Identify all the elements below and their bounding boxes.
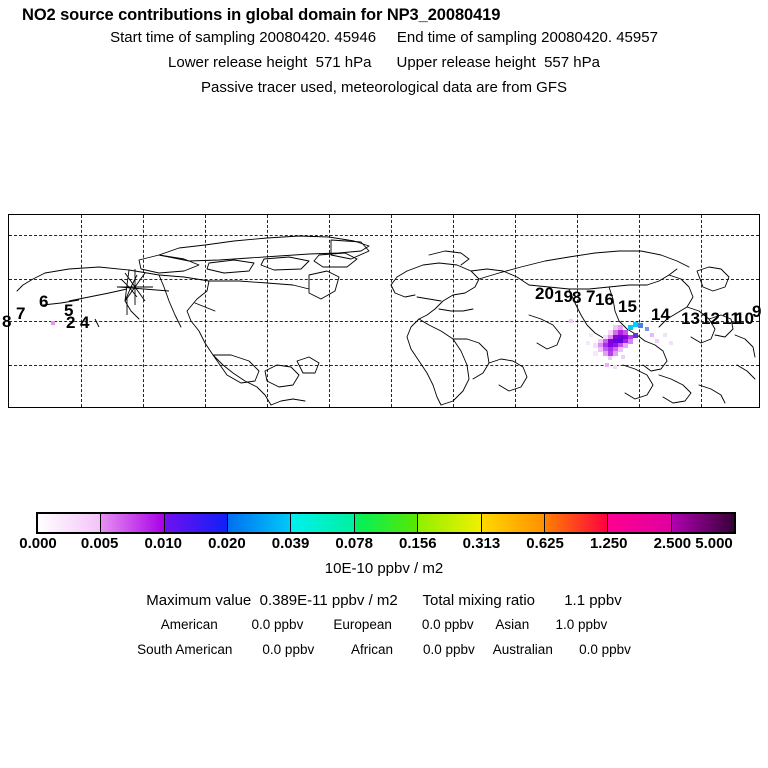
trajectory-label: 10: [735, 309, 754, 328]
map-canvas: [9, 215, 759, 407]
colorbar-tick-7: 0.313: [462, 535, 501, 552]
page-title: NO2 source contributions in global domai…: [22, 6, 501, 24]
trajectory-label: 11: [722, 309, 740, 328]
gridline-vertical: [205, 215, 206, 407]
trajectory-layer: [42, 269, 170, 328]
trajectory-label: 5: [64, 301, 74, 320]
gridline-vertical: [639, 215, 640, 407]
trajectory-label: 20: [535, 284, 554, 303]
gridline-vertical: [577, 215, 578, 407]
trajectory-label: 7: [586, 287, 596, 306]
colorbar-segment-1: [101, 514, 165, 532]
gridline-vertical: [267, 215, 268, 407]
release-height-line: Lower release height 571 hPa Upper relea…: [168, 54, 600, 71]
plume-concentration-layer: [51, 319, 673, 369]
coastline-layer: [16, 235, 756, 406]
gridline-horizontal: [9, 279, 759, 280]
trajectory-label: 8: [572, 288, 582, 307]
trajectory-label: 16: [595, 290, 614, 309]
colorbar-segment-3: [228, 514, 292, 532]
gridline-horizontal: [9, 365, 759, 366]
trajectory-label: 4: [80, 313, 90, 332]
sampling-time-line: Start time of sampling 20080420. 45946 E…: [110, 29, 658, 46]
colorbar-segment-5: [354, 514, 419, 532]
colorbar-segment-8: [544, 514, 609, 532]
gridline-horizontal: [9, 235, 759, 236]
gridline-vertical: [391, 215, 392, 407]
gridline-vertical: [329, 215, 330, 407]
trajectory-label: 13: [681, 309, 700, 328]
region-values-row-1: American 0.0 ppbv European 0.0 ppbv Asia…: [160, 617, 608, 632]
trajectory-label: 6: [39, 292, 49, 311]
global-map-panel: [8, 214, 760, 408]
colorbar-tick-1: 0.005: [80, 535, 119, 552]
colorbar-segment-9: [608, 514, 672, 532]
trajectory-label: 12: [701, 309, 720, 328]
trajectory-label: 7: [16, 304, 26, 323]
colorbar-tick-5: 0.078: [335, 535, 373, 552]
colorbar-segment-0: [38, 514, 102, 532]
colorbar-tick-8: 0.625: [526, 535, 564, 552]
colorbar-tick-6: 0.156: [399, 535, 437, 552]
figure-header: NO2 source contributions in global domai…: [0, 0, 768, 100]
release-site-marker: [117, 269, 153, 305]
tracer-method-line: Passive tracer used, meteorological data…: [201, 79, 567, 96]
colorbar-tick-3: 0.020: [208, 535, 246, 552]
colorbar-tick-2: 0.010: [144, 535, 183, 552]
colorbar-tick-4: 0.039: [271, 535, 310, 552]
trajectory-label: 19: [554, 287, 573, 306]
colorbar-segment-10: [671, 514, 734, 532]
gridline-vertical: [143, 215, 144, 407]
colorbar: [36, 512, 736, 534]
colorbar-tick-9: 1.250: [589, 535, 628, 552]
gridline-vertical: [81, 215, 82, 407]
colorbar-segment-2: [164, 514, 229, 532]
gridline-vertical: [515, 215, 516, 407]
colorbar-tick-10: 2.500: [653, 535, 692, 552]
gridline-horizontal: [9, 321, 759, 322]
colorbar-tick-labels: 0.000 0.005 0.010 0.020 0.039 0.078 0.156 0.313…: [0, 535, 768, 555]
trajectory-label: 2: [66, 313, 76, 332]
trajectory-label: 8: [2, 312, 12, 331]
colorbar-unit-label: 10E-10 ppbv / m2: [324, 560, 444, 577]
maximum-value-line: Maximum value 0.389E-11 ppbv / m2 Total …: [146, 592, 622, 609]
gridline-vertical: [701, 215, 702, 407]
trajectory-label: 9: [752, 302, 762, 321]
colorbar-tick-11: 5.000: [695, 535, 733, 552]
colorbar-segment-4: [291, 514, 355, 532]
colorbar-segment-7: [481, 514, 545, 532]
trajectory-label: 14: [651, 305, 670, 324]
region-values-row-2: South American 0.0 ppbv African 0.0 ppbv…: [137, 642, 631, 657]
colorbar-tick-0: 0.000: [19, 535, 57, 552]
colorbar-segment-6: [418, 514, 482, 532]
trajectory-label: 15: [618, 297, 637, 316]
